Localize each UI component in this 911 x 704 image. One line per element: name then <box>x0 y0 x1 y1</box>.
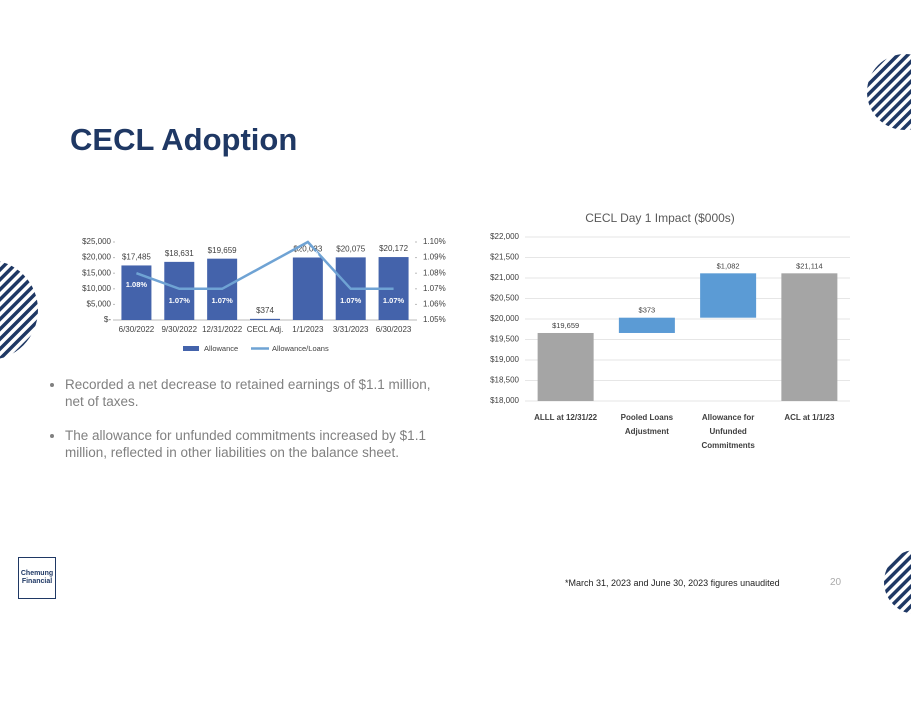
line-label: 1.07% <box>383 296 405 305</box>
chart-title: CECL Day 1 Impact ($000s) <box>585 211 735 225</box>
bullet: Recorded a net decrease to retained earn… <box>65 376 445 410</box>
decor <box>867 54 911 130</box>
bar-label: $20,172 <box>379 244 408 253</box>
y2-tick-label: 1.10% <box>423 237 446 246</box>
x-tick-label-box: ACL at 1/1/23 <box>784 413 835 422</box>
bar-label: $18,631 <box>165 249 194 258</box>
bar <box>781 273 838 401</box>
legend-label: Allowance/Loans <box>272 344 329 353</box>
bar-label: $19,659 <box>208 246 237 255</box>
y-tick-label: $21,000 <box>490 273 519 282</box>
bar <box>618 317 675 333</box>
bar-label: $17,485 <box>122 253 151 262</box>
bar <box>121 265 152 320</box>
x-tick-label-box: Pooled Loans Adjustment <box>620 413 674 436</box>
y2-tick-label: 1.08% <box>423 268 446 277</box>
bar-label: $19,659 <box>552 321 579 330</box>
bar <box>292 257 323 320</box>
y2-tick-label: 1.07% <box>423 284 446 293</box>
bar <box>164 261 195 320</box>
y-tick-label: $25,000 <box>82 237 111 246</box>
y-tick-label: $19,500 <box>490 335 519 344</box>
bar <box>700 273 757 318</box>
bar-label: $373 <box>639 306 656 315</box>
y-tick-label: $15,000 <box>82 268 111 277</box>
bar-label: $21,114 <box>796 261 823 270</box>
line <box>136 240 394 291</box>
legend-label: Allowance <box>204 344 238 353</box>
line-label: 1.07% <box>169 296 191 305</box>
y-tick-label: $10,000 <box>82 284 111 293</box>
x-tick-label: ALLL at 12/31/22 <box>534 413 598 422</box>
decor <box>0 261 38 359</box>
x-tick-label-box: ALLL at 12/31/22 <box>534 413 598 422</box>
x-tick-label: CECL Adj. <box>247 325 284 334</box>
y-tick-label: $18,000 <box>490 396 519 405</box>
y2-tick-label: 1.06% <box>423 300 446 309</box>
x-tick-label: Pooled Loans Adjustment <box>620 413 674 436</box>
x-tick-label: 12/31/2022 <box>202 325 243 334</box>
y-tick-label: $19,000 <box>490 355 519 364</box>
x-tick-label: 9/30/2022 <box>161 325 197 334</box>
x-tick-label: 6/30/2022 <box>119 325 155 334</box>
x-tick-label: Allowance for Unfunded Commitments <box>701 413 755 450</box>
x-tick-label-box: Allowance for Unfunded Commitments <box>701 413 755 450</box>
bullet: The allowance for unfunded commitments i… <box>65 427 445 461</box>
x-tick-label: 1/1/2023 <box>292 325 324 334</box>
y-tick-label: $20,500 <box>490 294 519 303</box>
y-tick-label: $21,500 <box>490 253 519 262</box>
x-tick-label: 3/31/2023 <box>333 325 369 334</box>
bar-label: $374 <box>256 306 274 315</box>
bar <box>537 332 594 401</box>
bar-label: $1,082 <box>717 261 740 270</box>
logo: Chemung Financial <box>18 557 56 599</box>
line-label: 1.08% <box>126 280 148 289</box>
line-label: 1.07% <box>340 296 362 305</box>
x-tick-label: 6/30/2023 <box>376 325 412 334</box>
line-label: 1.07% <box>212 296 234 305</box>
y-tick-label: $18,500 <box>490 376 519 385</box>
y-tick-label: $22,000 <box>490 232 519 241</box>
bullets: Recorded a net decrease to retained earn… <box>45 376 445 478</box>
page-number: 20 <box>830 577 842 588</box>
footnote: *March 31, 2023 and June 30, 2023 figure… <box>565 578 780 588</box>
x-tick-label: ACL at 1/1/23 <box>784 413 835 422</box>
y-tick-label: $20,000 <box>490 314 519 323</box>
decor <box>884 550 911 614</box>
line-label: 1.10% <box>297 249 319 258</box>
slide-title: CECL Adoption <box>70 122 298 157</box>
bar <box>250 318 280 320</box>
y2-tick-label: 1.05% <box>423 315 446 324</box>
y2-tick-label: 1.09% <box>423 253 446 262</box>
logo-text: Financial <box>21 578 53 585</box>
logo-text: Chemung <box>20 570 54 577</box>
bar-label: $20,075 <box>336 244 365 253</box>
y-tick-label: $20,000 <box>82 253 111 262</box>
legend-swatch <box>183 346 199 351</box>
y-tick-label: $- <box>104 315 111 324</box>
bar-label: $20,033 <box>293 245 322 254</box>
y-tick-label: $5,000 <box>87 300 112 309</box>
